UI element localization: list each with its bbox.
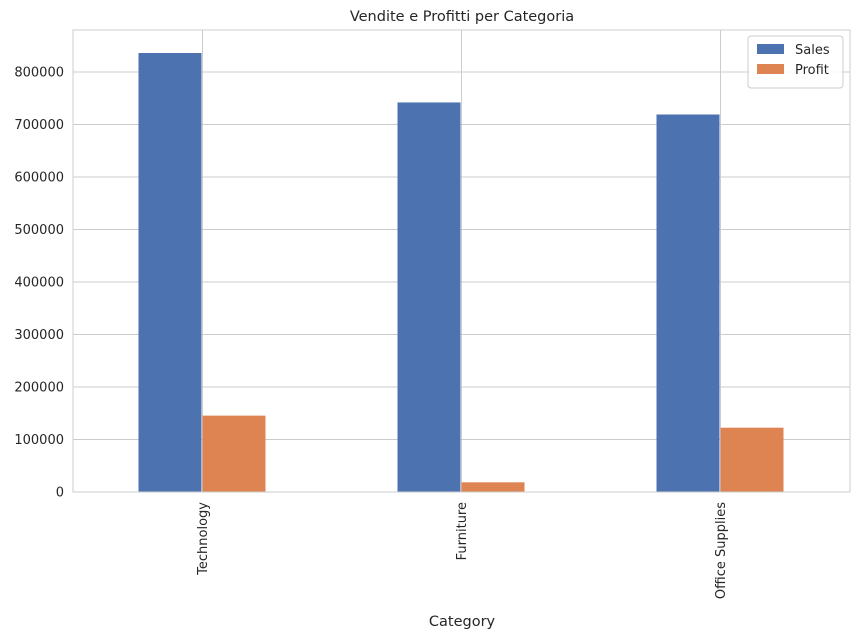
y-tick-label: 500000 (14, 223, 64, 238)
y-tick-label: 600000 (14, 171, 64, 186)
legend-label-profit: Profit (795, 63, 829, 78)
legend-swatch-profit (757, 64, 784, 74)
bar-profit-technology (203, 416, 266, 492)
y-tick-label: 300000 (14, 328, 64, 343)
bar-sales-furniture (398, 102, 461, 492)
x-axis-label: Category (429, 614, 496, 630)
bar-sales-technology (139, 53, 202, 492)
y-tick-label: 800000 (14, 66, 64, 81)
x-tick-label: Technology (196, 502, 211, 576)
chart-title: Vendite e Profitti per Categoria (350, 9, 574, 25)
y-tick-label: 700000 (14, 118, 64, 133)
y-tick-label: 0 (56, 486, 64, 501)
x-tick-label: Office Supplies (714, 502, 729, 599)
legend-label-sales: Sales (795, 43, 830, 58)
bar-profit-office-supplies (721, 428, 784, 492)
y-axis-ticks: 0 100000 200000 300000 400000 500000 600000 700… (14, 66, 64, 501)
x-tick-label: Furniture (455, 502, 470, 560)
bar-sales-office-supplies (657, 115, 720, 492)
y-tick-label: 200000 (14, 381, 64, 396)
bar-profit-furniture (462, 482, 525, 492)
y-tick-label: 400000 (14, 276, 64, 291)
legend-swatch-sales (757, 44, 784, 54)
y-tick-label: 100000 (14, 433, 64, 448)
legend: Sales Profit (748, 36, 843, 88)
